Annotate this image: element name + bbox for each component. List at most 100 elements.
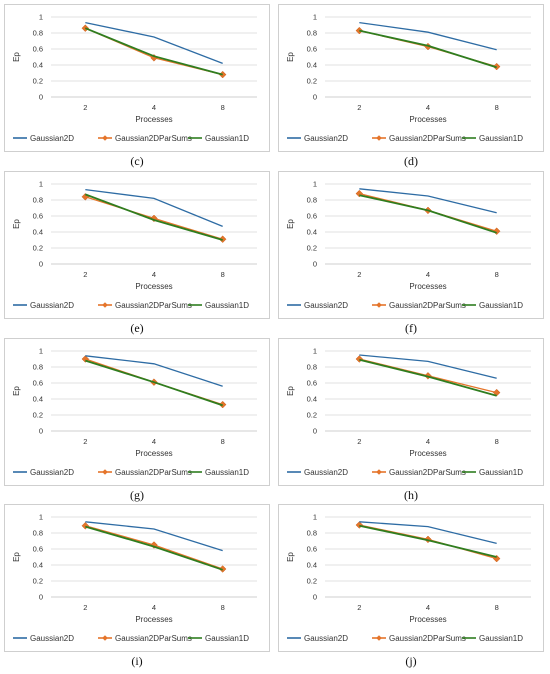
series-line-gaussian1d — [84, 27, 223, 76]
legend-marker — [376, 635, 382, 641]
x-tick-label: 4 — [152, 103, 156, 112]
y-tick-label: 1 — [39, 180, 43, 189]
panel-caption: (j) — [405, 654, 417, 668]
data-point-marker — [355, 521, 364, 529]
series-line-gaussian2d — [359, 521, 497, 545]
y-axis-title: Ep — [286, 52, 295, 62]
y-tick-label: 0.8 — [307, 29, 317, 38]
y-tick-label: 0.6 — [33, 379, 43, 388]
series-line-gaussian2d — [85, 355, 223, 387]
legend-label: Gaussian1D — [205, 134, 249, 143]
panel-caption: (i) — [131, 654, 143, 668]
y-tick-label: 0.6 — [307, 45, 317, 54]
y-tick-label: 0.6 — [307, 545, 317, 554]
y-tick-label: 0.2 — [33, 577, 43, 586]
legend-label: Gaussian2DParSums — [389, 134, 466, 143]
x-axis-title: Processes — [135, 115, 172, 124]
series-line-gaussian2d — [85, 21, 223, 65]
line-chart: 0 0.2 0.4 0.6 0.8 1 2 4 8 Processes Ep Gaussian2D Ga… — [12, 513, 257, 643]
line-chart: 0 0.2 0.4 0.6 0.8 1 2 4 8 Processes Ep Gaussian2D Ga… — [12, 347, 257, 477]
legend-label: Gaussian2D — [30, 134, 74, 143]
legend-label: Gaussian1D — [479, 634, 523, 643]
series-line-gaussian1d — [85, 359, 223, 407]
x-tick-label: 4 — [426, 437, 430, 446]
legend-label: Gaussian2D — [30, 301, 74, 310]
legend-label: Gaussian2D — [304, 301, 348, 310]
x-tick-label: 8 — [221, 603, 225, 612]
data-point-marker — [81, 355, 90, 363]
data-point-marker — [492, 227, 501, 235]
y-tick-label: 0.6 — [307, 379, 317, 388]
panel-caption: (e) — [130, 321, 144, 335]
legend-label: Gaussian2D — [304, 134, 348, 143]
x-tick-label: 8 — [495, 437, 499, 446]
legend-label: Gaussian2D — [304, 468, 348, 477]
chart-panel: 0 0.2 0.4 0.6 0.8 1 2 4 8 Processes Ep Gaussian2D Ga… — [278, 4, 544, 152]
chart-panel: 0 0.2 0.4 0.6 0.8 1 2 4 8 Processes Ep Gaussian2D Ga… — [278, 171, 544, 319]
x-tick-label: 8 — [495, 603, 499, 612]
legend-label: Gaussian1D — [205, 301, 249, 310]
y-axis-title: Ep — [12, 552, 21, 562]
chart-panel: 0 0.2 0.4 0.6 0.8 1 2 4 8 Processes Ep Gaussian2D Ga… — [278, 338, 544, 486]
x-tick-label: 8 — [221, 270, 225, 279]
y-tick-label: 0.2 — [307, 577, 317, 586]
y-tick-label: 0 — [313, 427, 317, 436]
x-tick-label: 2 — [357, 603, 361, 612]
y-tick-label: 0.8 — [33, 29, 43, 38]
x-axis-title: Processes — [409, 282, 446, 291]
chart-panel: 0 0.2 0.4 0.6 0.8 1 2 4 8 Processes Ep Gaussian2D Ga… — [4, 171, 270, 319]
y-tick-label: 0.6 — [33, 212, 43, 221]
y-tick-label: 1 — [313, 513, 317, 522]
chart-panel: 0 0.2 0.4 0.6 0.8 1 2 4 8 Processes Ep Gaussian2D Ga… — [4, 4, 270, 152]
legend-marker — [376, 302, 382, 308]
legend-label: Gaussian2DParSums — [115, 634, 192, 643]
x-tick-label: 4 — [426, 603, 430, 612]
line-chart: 0 0.2 0.4 0.6 0.8 1 2 4 8 Processes Ep Gaussian2D Ga… — [12, 180, 257, 310]
y-tick-label: 0.6 — [307, 212, 317, 221]
x-tick-label: 4 — [426, 270, 430, 279]
y-tick-label: 0.4 — [307, 395, 317, 404]
legend-marker — [102, 302, 108, 308]
y-tick-label: 0.4 — [307, 228, 317, 237]
y-tick-label: 0.8 — [307, 529, 317, 538]
legend-label: Gaussian2D — [30, 468, 74, 477]
y-tick-label: 0.4 — [33, 228, 43, 237]
y-tick-label: 0.2 — [307, 77, 317, 86]
line-chart: 0 0.2 0.4 0.6 0.8 1 2 4 8 Processes Ep Gaussian2D Ga… — [286, 347, 531, 477]
legend-marker — [102, 135, 108, 141]
y-tick-label: 0.4 — [33, 395, 43, 404]
y-tick-label: 0 — [39, 593, 43, 602]
series-line-gaussian1d — [359, 358, 497, 397]
y-tick-label: 1 — [313, 180, 317, 189]
y-tick-label: 0.8 — [307, 196, 317, 205]
y-tick-label: 0.4 — [307, 61, 317, 70]
panel-caption: (f) — [405, 321, 417, 335]
x-tick-label: 2 — [83, 603, 87, 612]
series-line-gaussian2dparsums — [85, 27, 223, 76]
y-tick-label: 0.8 — [33, 529, 43, 538]
y-tick-label: 0.8 — [307, 363, 317, 372]
y-tick-label: 0.4 — [307, 561, 317, 570]
legend-label: Gaussian1D — [205, 634, 249, 643]
y-tick-label: 0.8 — [33, 363, 43, 372]
x-axis-title: Processes — [135, 615, 172, 624]
y-tick-label: 1 — [39, 347, 43, 356]
panel-caption: (c) — [130, 154, 144, 168]
panel-caption: (d) — [404, 154, 418, 168]
y-axis-title: Ep — [286, 386, 295, 396]
line-chart: 0 0.2 0.4 0.6 0.8 1 2 4 8 Processes Ep Gaussian2D Ga… — [286, 513, 531, 643]
legend-label: Gaussian2D — [30, 634, 74, 643]
series-line-gaussian1d — [85, 525, 223, 571]
y-tick-label: 0.6 — [33, 45, 43, 54]
series-line-gaussian1d — [359, 29, 497, 69]
x-tick-label: 4 — [426, 103, 430, 112]
y-tick-label: 1 — [313, 347, 317, 356]
series-line-gaussian2d — [85, 521, 223, 552]
x-tick-label: 2 — [83, 437, 87, 446]
legend-label: Gaussian2D — [304, 634, 348, 643]
x-tick-label: 4 — [152, 603, 156, 612]
y-tick-label: 0.2 — [33, 411, 43, 420]
chart-panel: 0 0.2 0.4 0.6 0.8 1 2 4 8 Processes Ep Gaussian2D Ga… — [4, 338, 270, 486]
y-tick-label: 0.6 — [33, 545, 43, 554]
series-line-gaussian2d — [359, 21, 497, 51]
